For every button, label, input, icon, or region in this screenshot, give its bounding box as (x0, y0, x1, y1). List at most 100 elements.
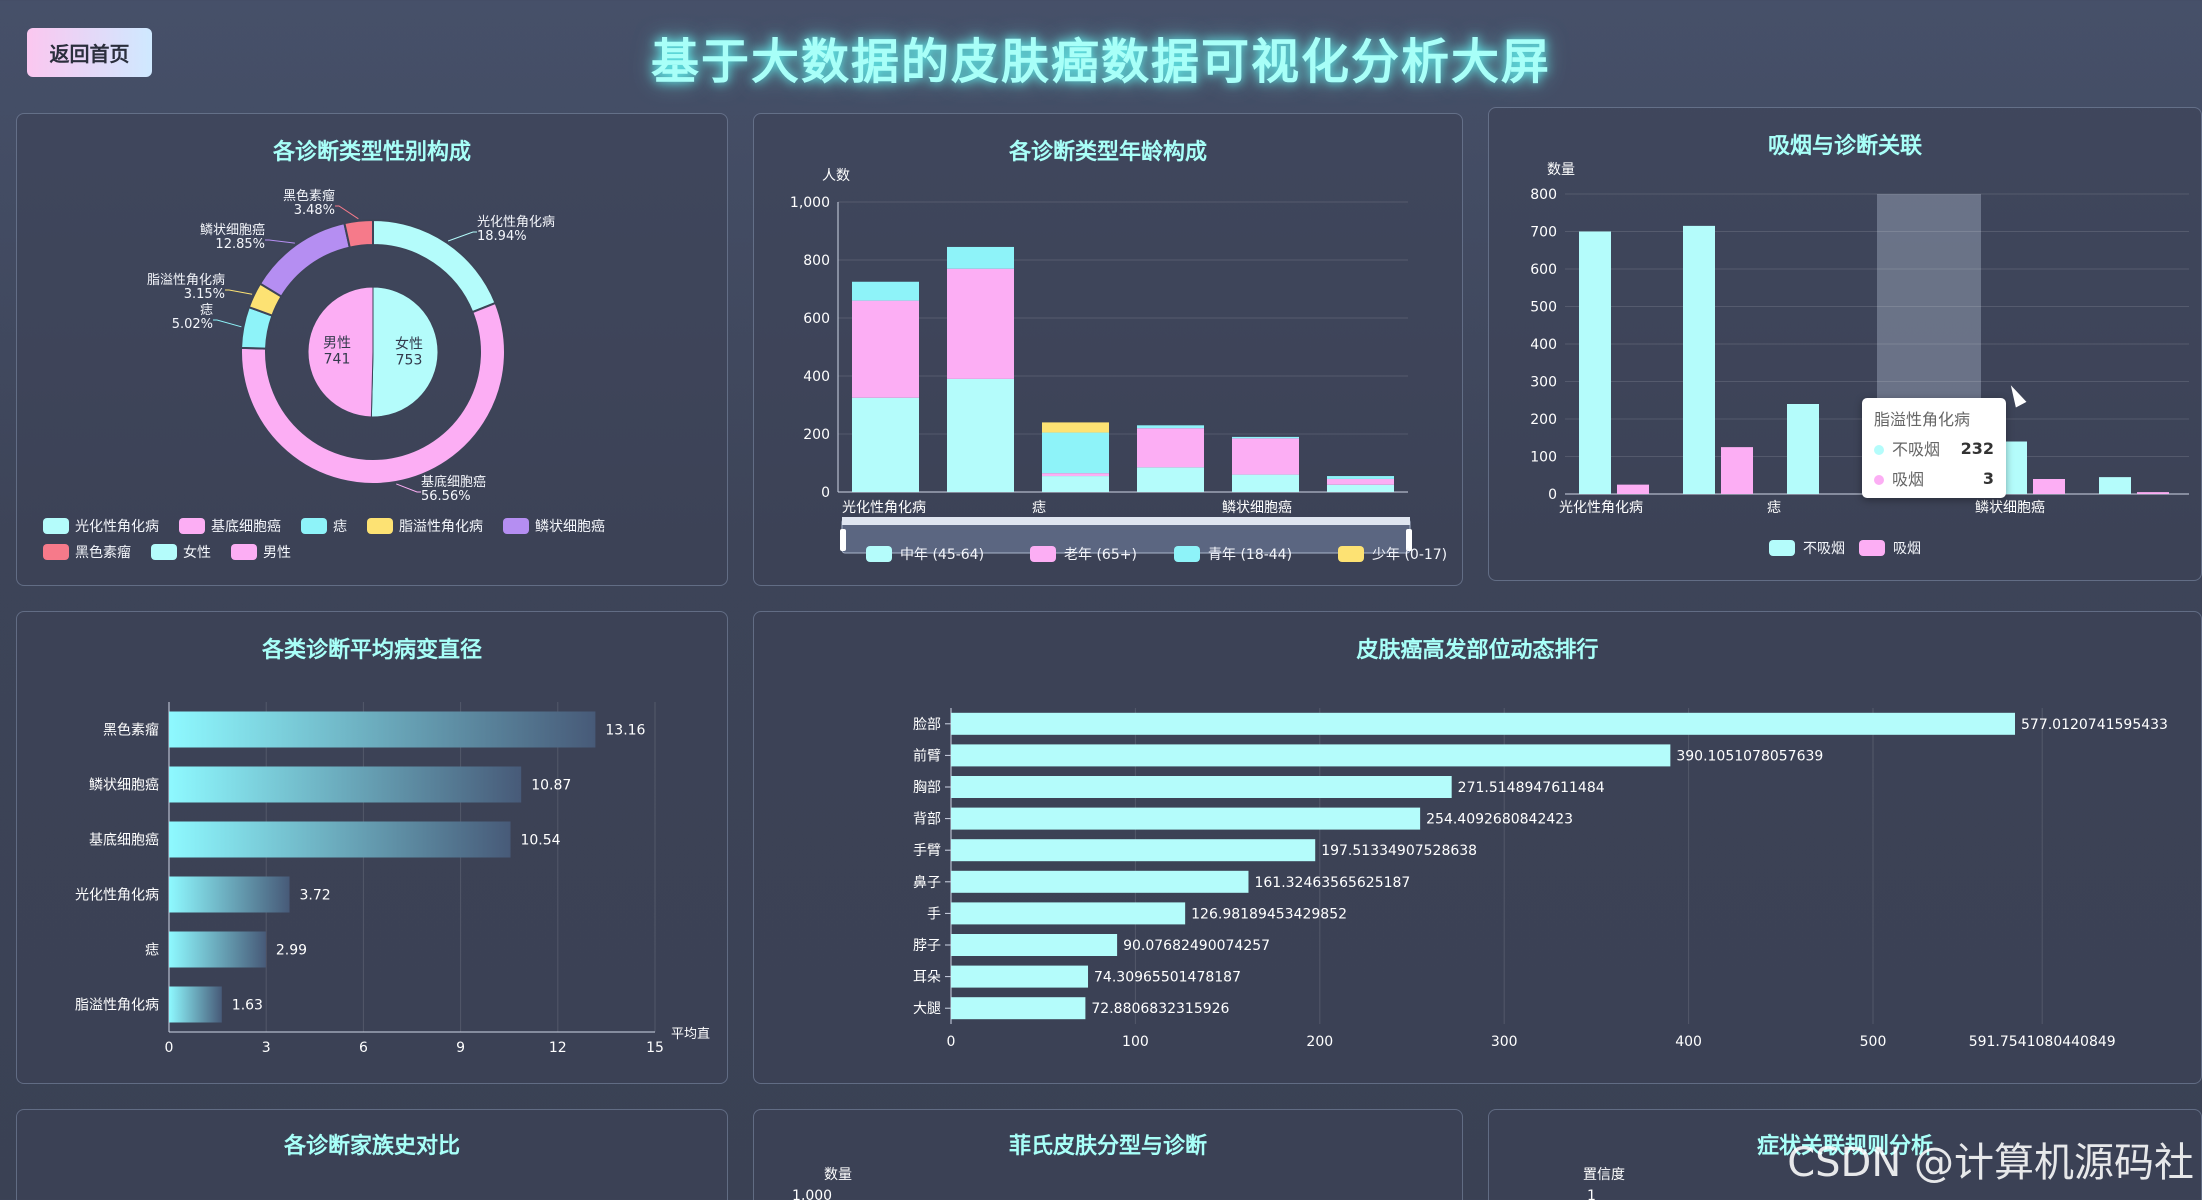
axis-label: 数量 (1547, 162, 1575, 178)
y-tick-label: 黑色素瘤 (103, 722, 159, 739)
bar (1579, 231, 1611, 494)
legend-label: 痣 (333, 519, 347, 535)
slice-percent: 18.94% (477, 229, 527, 244)
axis-tick: 1 (1587, 1188, 1596, 1200)
legend-label: 鳞状细胞癌 (535, 519, 605, 535)
legend-label: 中年 (45-64) (900, 547, 984, 563)
legend-label: 少年 (0-17) (1372, 547, 1447, 563)
legend-label: 黑色素瘤 (75, 545, 131, 561)
bar (951, 776, 1452, 798)
data-label: 126.98189453429852 (1191, 906, 1347, 922)
inner-label: 女性 (395, 335, 423, 352)
axis-tick: 9 (456, 1040, 465, 1056)
axis-label: 数量 (824, 1167, 852, 1183)
bar-segment (1042, 476, 1109, 492)
bar (951, 997, 1086, 1020)
bar (951, 839, 1316, 862)
y-tick-label: 脂溢性角化病 (75, 998, 159, 1014)
x-tick-label: 鳞状细胞癌 (1975, 500, 2045, 516)
data-label: 74.30965501478187 (1094, 970, 1241, 986)
legend-swatch (1030, 546, 1056, 562)
legend-item[interactable]: 脂溢性角化病 (367, 516, 483, 536)
legend-item[interactable]: 基底细胞癌 (179, 516, 281, 536)
axis-tick: 591.7541080440849 (1969, 1034, 2116, 1050)
tooltip-label: 不吸烟 (1892, 440, 1941, 459)
bar-segment (1137, 428, 1204, 468)
inner-slice (370, 286, 439, 418)
axis-tick: 12 (549, 1040, 567, 1056)
legend-swatch (151, 544, 177, 560)
panel-title-sites: 皮肤癌高发部位动态排行 (1356, 638, 1599, 663)
data-label: 90.07682490074257 (1123, 938, 1270, 954)
bar-segment (1232, 438, 1299, 475)
back-home-button[interactable]: 返回首页 (27, 28, 152, 77)
bar (1721, 447, 1753, 494)
legend-swatch (367, 518, 393, 534)
tooltip-row: 吸烟 3 (1874, 466, 1994, 490)
bar (2137, 492, 2169, 494)
sites-ranking-chart: 0 100 200 300 400 500 591.7541080440849 脸部 577.0… (913, 708, 2168, 1050)
bar-segment (1137, 425, 1204, 429)
y-tick-label: 鳞状细胞癌 (89, 778, 159, 794)
slice-label: 脂溢性角化病 (147, 273, 225, 288)
panel-sites: 皮肤癌高发部位动态排行 0 100 200 300 400 500 591.75410804… (753, 611, 2202, 1084)
label-line (225, 289, 253, 295)
data-label: 271.5148947611484 (1458, 780, 1605, 796)
panel-fitzpatrick: 菲氏皮肤分型与诊断 数量 1,000 (753, 1109, 1463, 1200)
bar-segment (852, 300, 919, 398)
legend-swatch (1338, 546, 1364, 562)
x-tick-label: 光化性角化病 (842, 500, 926, 516)
bar-segment (852, 397, 919, 492)
slice-percent: 5.02% (172, 317, 213, 332)
legend-item[interactable]: 鳞状细胞癌 (503, 516, 605, 536)
legend-label: 男性 (263, 545, 291, 561)
y-tick-label: 脸部 (913, 717, 941, 733)
data-label: 1.63 (232, 998, 263, 1014)
legend-label: 吸烟 (1893, 541, 1921, 557)
slice-label: 基底细胞癌 (421, 474, 486, 490)
axis-tick: 300 (1530, 375, 1557, 391)
axis-tick: 0 (165, 1040, 174, 1056)
axis-tick: 0 (1548, 487, 1557, 503)
axis-tick: 200 (1530, 412, 1557, 428)
data-label: 390.1051078057639 (1676, 748, 1823, 764)
legend-item[interactable]: 痣 (301, 516, 347, 536)
panel-age: 各诊断类型年龄构成 人数 0 200 400 600 800 1,000 光化性角化病 痣 鳞状细… (753, 113, 1463, 586)
slice-percent: 3.48% (294, 203, 335, 218)
gender-legend: 光化性角化病 基底细胞癌 痣 脂溢性角化病 鳞状细胞癌黑色素瘤 女性 男性 (43, 516, 703, 562)
slice-label: 光化性角化病 (477, 215, 555, 230)
donut-slice (258, 221, 351, 298)
bar-segment (947, 268, 1014, 379)
data-label: 197.51334907528638 (1321, 843, 1477, 859)
y-tick-label: 痣 (145, 943, 159, 959)
axis-tick: 200 (1306, 1034, 1333, 1050)
axis-tick: 400 (803, 369, 830, 385)
legend-item[interactable]: 黑色素瘤 (43, 542, 131, 562)
axis-tick: 3 (262, 1040, 271, 1056)
bar-segment (947, 246, 1014, 269)
label-line (396, 483, 421, 493)
zoom-slider-bar (842, 517, 1410, 525)
x-tick-label: 鳞状细胞癌 (1222, 500, 1292, 516)
panel-title-rules: 症状关联规则分析 (1756, 1134, 1933, 1159)
data-label: 2.99 (276, 943, 307, 959)
y-tick-label: 脖子 (913, 938, 941, 954)
bar (951, 744, 1671, 767)
panel-diameter: 各类诊断平均病变直径 0 3 6 9 12 15 平均直 黑色素瘤 13.16 鳞状细胞癌 10.8… (16, 611, 728, 1084)
bar (169, 711, 596, 748)
legend-item[interactable]: 光化性角化病 (43, 516, 159, 536)
slice-percent: 12.85% (215, 237, 265, 252)
legend-swatch (179, 518, 205, 534)
legend-item[interactable]: 女性 (151, 542, 211, 562)
axis-tick: 100 (1530, 450, 1557, 466)
label-line (265, 239, 295, 244)
bar (951, 965, 1089, 988)
legend-item[interactable]: 男性 (231, 542, 291, 562)
legend-swatch (301, 518, 327, 534)
panel-title-age: 各诊断类型年龄构成 (1008, 140, 1207, 165)
watermark: CSDN @计算机源码社 (1787, 1140, 2194, 1186)
tooltip-value: 3 (1982, 468, 1994, 488)
diameter-bar-chart: 0 3 6 9 12 15 平均直 黑色素瘤 13.16 鳞状细胞癌 10.87 基底细胞癌 10.54… (75, 702, 710, 1056)
inner-value: 741 (324, 352, 351, 368)
bar (1787, 404, 1819, 494)
